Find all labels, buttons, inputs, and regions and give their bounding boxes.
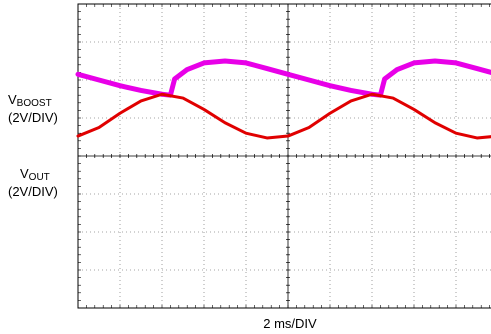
vout-label-sub: OUT [28,172,50,183]
vout-scale-label: (2V/DIV) [8,184,58,199]
trace-vboost [75,58,491,98]
vout-label-main: V [20,166,29,181]
vout-label: VOUT [20,166,50,185]
x-axis-label: 2 ms/DIV [263,316,317,331]
vboost-label-sub: BOOST [16,98,52,109]
vboost-label-main: V [8,92,17,107]
trace-vout [76,92,491,140]
vboost-label: VBOOST [8,92,52,111]
vboost-scale-label: (2V/DIV) [8,110,58,125]
